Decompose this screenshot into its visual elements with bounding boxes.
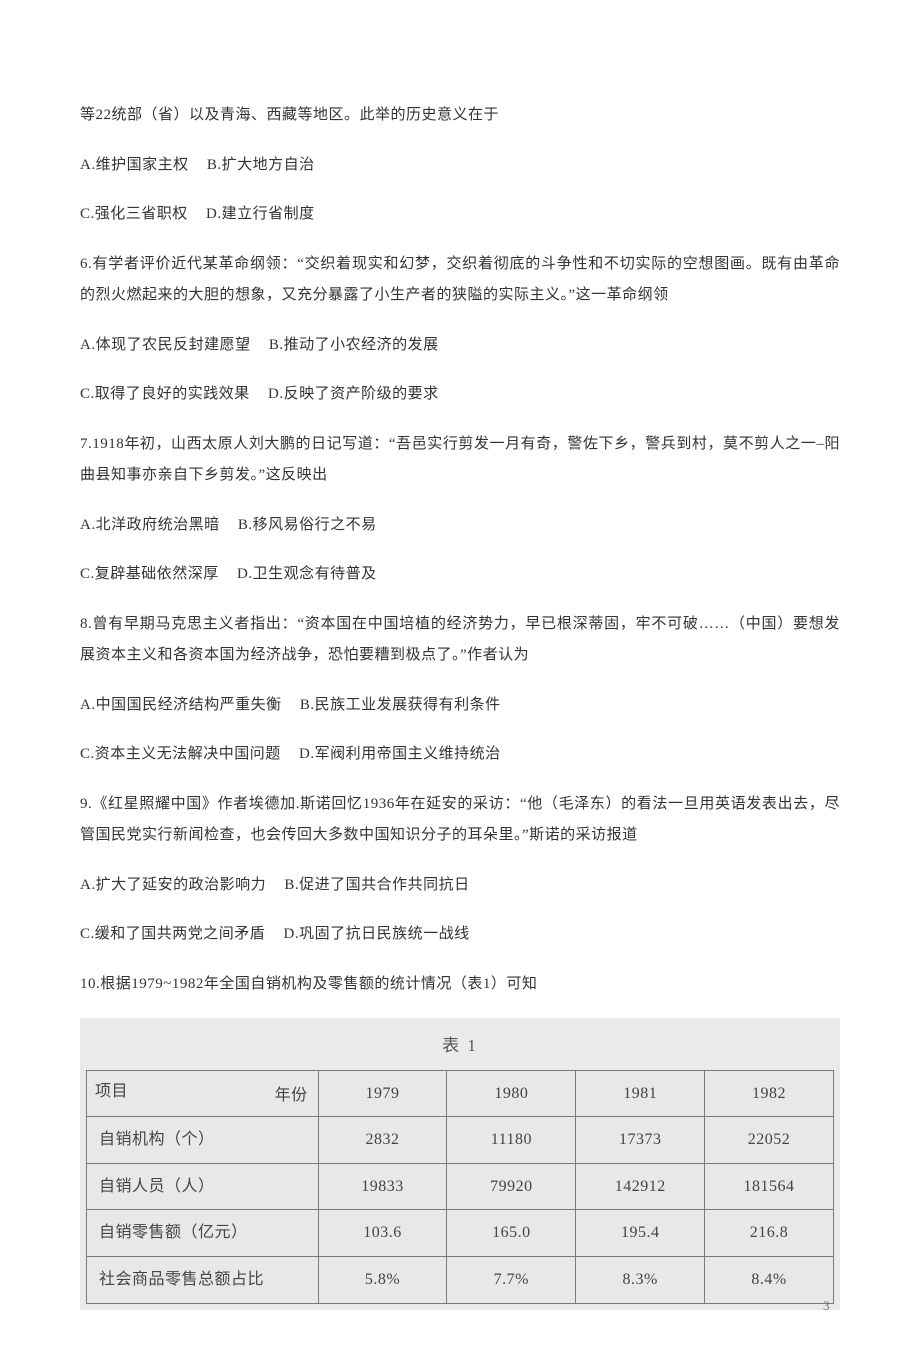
q9-option-d: D.巩固了抗日民族统一战线 [284, 926, 470, 942]
table1-year-1: 1980 [447, 1070, 576, 1117]
table-row: 社会商品零售总额占比 5.8% 7.7% 8.3% 8.4% [87, 1257, 834, 1304]
q7-options-line2: C.复辟基础依然深厚 D.卫生观念有待普及 [80, 559, 840, 591]
table1: 项目 年份 1979 1980 1981 1982 自销机构（个） 2832 1… [86, 1070, 834, 1304]
table1-year-0: 1979 [318, 1070, 447, 1117]
q7-options-line1: A.北洋政府统治黑暗 B.移风易俗行之不易 [80, 510, 840, 542]
q7-stem: 7.1918年初，山西太原人刘大鹏的日记写道：“吾邑实行剪发一月有奇，警佐下乡，… [80, 429, 840, 492]
table1-row2-label: 自销零售额（亿元） [87, 1210, 319, 1257]
table1-year-3: 1982 [705, 1070, 834, 1117]
table1-row0-v3: 22052 [705, 1117, 834, 1164]
table1-corner-right: 年份 [275, 1079, 308, 1113]
q7-option-d: D.卫生观念有待普及 [237, 566, 377, 582]
page-number: 3 [823, 1292, 830, 1319]
table1-row3-v1: 7.7% [447, 1257, 576, 1304]
q5-option-c: C.强化三省职权 [80, 206, 188, 222]
q7-option-b: B.移风易俗行之不易 [238, 517, 377, 533]
q7-option-a: A.北洋政府统治黑暗 [80, 517, 220, 533]
q6-option-c: C.取得了良好的实践效果 [80, 386, 250, 402]
q8-options-line1: A.中国国民经济结构严重失衡 B.民族工业发展获得有利条件 [80, 690, 840, 722]
q5-option-b: B.扩大地方自治 [207, 157, 315, 173]
q6-options-line2: C.取得了良好的实践效果 D.反映了资产阶级的要求 [80, 379, 840, 411]
q9-option-a: A.扩大了延安的政治影响力 [80, 877, 266, 893]
table1-row1-v1: 79920 [447, 1163, 576, 1210]
table1-container: 表 1 项目 年份 1979 1980 1981 1982 [80, 1018, 840, 1310]
q8-stem: 8.曾有早期马克思主义者指出：“资本国在中国培植的经济势力，早已根深蒂固，牢不可… [80, 609, 840, 672]
table1-row3-v0: 5.8% [318, 1257, 447, 1304]
q6-option-b: B.推动了小农经济的发展 [269, 337, 439, 353]
q5-option-a: A.维护国家主权 [80, 157, 189, 173]
q6-option-d: D.反映了资产阶级的要求 [268, 386, 439, 402]
q8-option-c: C.资本主义无法解决中国问题 [80, 746, 281, 762]
table1-row0-v1: 11180 [447, 1117, 576, 1164]
table1-row1-v3: 181564 [705, 1163, 834, 1210]
table1-row0-label: 自销机构（个） [87, 1117, 319, 1164]
table-row: 自销机构（个） 2832 11180 17373 22052 [87, 1117, 834, 1164]
q6-options-line1: A.体现了农民反封建愿望 B.推动了小农经济的发展 [80, 330, 840, 362]
q9-option-b: B.促进了国共合作共同抗日 [284, 877, 469, 893]
table1-row2-v3: 216.8 [705, 1210, 834, 1257]
q9-option-c: C.缓和了国共两党之间矛盾 [80, 926, 265, 942]
table1-row0-v0: 2832 [318, 1117, 447, 1164]
table-row: 自销人员（人） 19833 79920 142912 181564 [87, 1163, 834, 1210]
q9-options-line1: A.扩大了延安的政治影响力 B.促进了国共合作共同抗日 [80, 870, 840, 902]
q5-options-line1: A.维护国家主权 B.扩大地方自治 [80, 150, 840, 182]
q5-option-d: D.建立行省制度 [206, 206, 315, 222]
table1-row2-v0: 103.6 [318, 1210, 447, 1257]
table1-row0-v2: 17373 [576, 1117, 705, 1164]
table1-row2-v1: 165.0 [447, 1210, 576, 1257]
q8-option-b: B.民族工业发展获得有利条件 [300, 697, 501, 713]
page: 等22统部（省）以及青海、西藏等地区。此举的历史意义在于 A.维护国家主权 B.… [0, 0, 920, 1350]
table1-title: 表 1 [86, 1026, 834, 1070]
q9-options-line2: C.缓和了国共两党之间矛盾 D.巩固了抗日民族统一战线 [80, 919, 840, 951]
table1-row3-v2: 8.3% [576, 1257, 705, 1304]
q8-option-a: A.中国国民经济结构严重失衡 [80, 697, 282, 713]
table1-row1-v2: 142912 [576, 1163, 705, 1210]
table1-corner: 项目 年份 [87, 1070, 319, 1117]
table1-corner-left: 项目 [95, 1075, 128, 1109]
table1-row3-v3: 8.4% [705, 1257, 834, 1304]
q8-option-d: D.军阀利用帝国主义维持统治 [299, 746, 501, 762]
q5-options-line2: C.强化三省职权 D.建立行省制度 [80, 199, 840, 231]
q6-stem: 6.有学者评价近代某革命纲领：“交织着现实和幻梦，交织着彻底的斗争性和不切实际的… [80, 249, 840, 312]
q9-stem: 9.《红星照耀中国》作者埃德加.斯诺回忆1936年在延安的采访：“他（毛泽东）的… [80, 789, 840, 852]
q7-option-c: C.复辟基础依然深厚 [80, 566, 219, 582]
table1-row1-v0: 19833 [318, 1163, 447, 1210]
q6-option-a: A.体现了农民反封建愿望 [80, 337, 251, 353]
q5-stem-tail: 等22统部（省）以及青海、西藏等地区。此举的历史意义在于 [80, 100, 840, 132]
q10-stem: 10.根据1979~1982年全国自销机构及零售额的统计情况（表1）可知 [80, 969, 840, 1001]
table1-row3-label: 社会商品零售总额占比 [87, 1257, 319, 1304]
table1-row2-v2: 195.4 [576, 1210, 705, 1257]
q8-options-line2: C.资本主义无法解决中国问题 D.军阀利用帝国主义维持统治 [80, 739, 840, 771]
table1-year-2: 1981 [576, 1070, 705, 1117]
table1-row1-label: 自销人员（人） [87, 1163, 319, 1210]
table-row: 自销零售额（亿元） 103.6 165.0 195.4 216.8 [87, 1210, 834, 1257]
table1-header-row: 项目 年份 1979 1980 1981 1982 [87, 1070, 834, 1117]
